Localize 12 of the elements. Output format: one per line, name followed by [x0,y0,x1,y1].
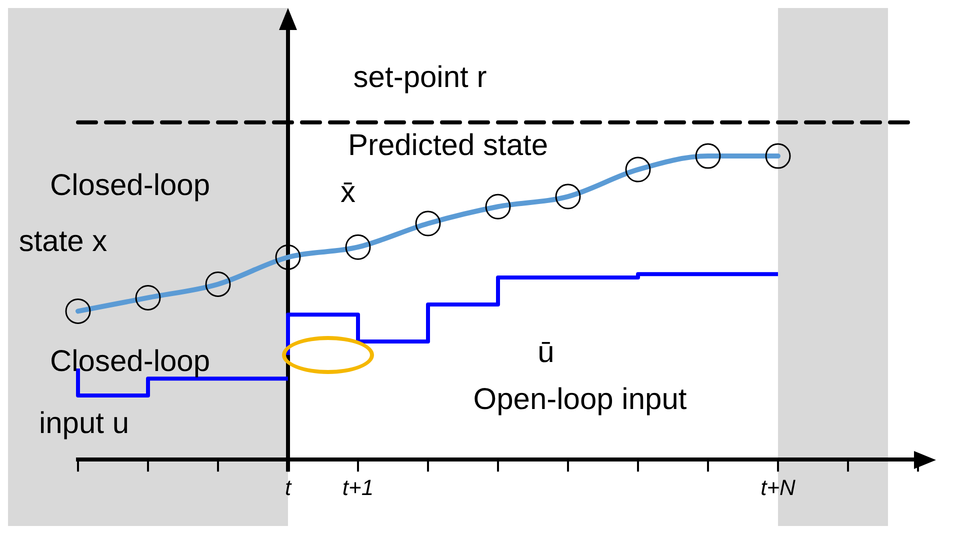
annotation: Closed-loop [50,169,210,203]
annotation: Closed-loop [50,345,210,379]
annotation: Predicted state [348,129,548,163]
annotation: x̄ [340,176,356,210]
annotation: input u [38,407,130,441]
text: set-point r [353,61,487,95]
annotation: ū [538,336,554,370]
x-tick-label: t+N [760,474,796,500]
annotation: Open-loop input [473,383,687,417]
annotation: state x [18,225,108,259]
x-tick-label: t+1 [342,474,374,500]
x-tick-label: t [284,474,292,500]
